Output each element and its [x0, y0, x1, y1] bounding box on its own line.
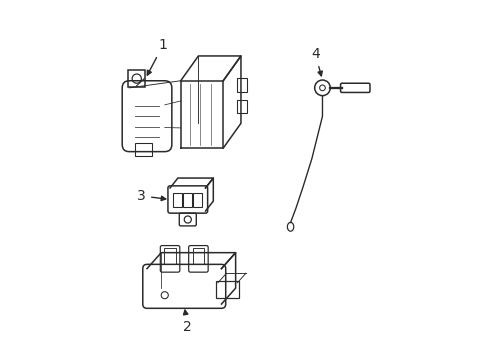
Text: 3: 3 — [137, 189, 165, 203]
Text: 4: 4 — [310, 47, 322, 76]
Text: 2: 2 — [183, 310, 192, 334]
Text: 1: 1 — [147, 38, 167, 75]
